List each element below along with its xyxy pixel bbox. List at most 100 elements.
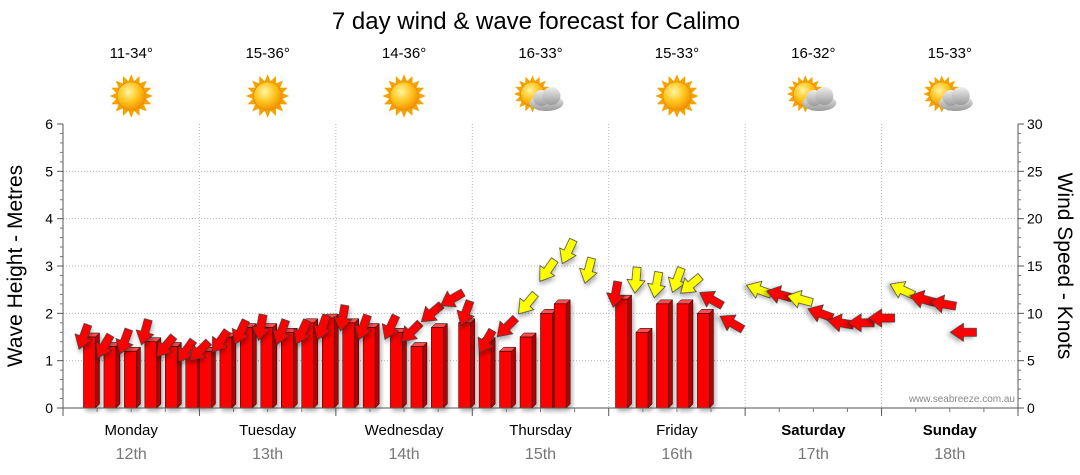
wind-arrow: [477, 327, 497, 354]
wind-arrow-shape: [74, 322, 93, 350]
wave-bar-side: [668, 299, 673, 409]
wind-arrow: [189, 338, 212, 361]
wind-arrow-shape: [456, 299, 475, 327]
wave-bar-front: [499, 350, 512, 409]
temp-label: 11-34°: [110, 45, 153, 62]
wave-bar: [498, 346, 517, 409]
wave-bar-side: [252, 322, 257, 409]
wind-arrow: [929, 294, 957, 314]
wave-bar: [260, 322, 278, 409]
temp-label: 16-33°: [518, 45, 562, 62]
wave-bar-front: [83, 336, 96, 409]
wave-bar-front: [615, 298, 628, 409]
wave-bar-side: [443, 322, 448, 409]
wave-bar-side: [688, 299, 694, 409]
wind-arrow-shape: [440, 288, 466, 308]
wind-arrow: [293, 318, 312, 345]
wave-bar-front: [519, 336, 533, 409]
wave-bar: [342, 318, 360, 409]
wind-arrow: [559, 237, 578, 265]
wind-arrow: [115, 327, 134, 355]
wind-arrow-shape: [539, 257, 559, 282]
wind-arrow: [496, 314, 519, 338]
wave-bar: [82, 332, 101, 409]
wave-bar: [519, 332, 537, 409]
day-name: Sunday: [923, 422, 978, 439]
wave-bar-side: [511, 346, 516, 409]
partly-cloudy-icon: [923, 75, 973, 113]
wave-bar-side: [333, 313, 339, 409]
day-date: 14th: [389, 446, 420, 463]
watermark: www.seabreeze.com.au: [908, 394, 1015, 405]
wave-bar-side: [136, 346, 141, 409]
wave-bar-front: [199, 350, 212, 409]
wind-series: [74, 237, 977, 363]
wind-arrow-shape: [354, 313, 373, 341]
day-date: 12th: [116, 446, 147, 463]
right-tick-label: 25: [1027, 163, 1043, 179]
sun-disc: [389, 81, 419, 111]
sun-icon: [655, 74, 699, 118]
sun-icon: [109, 74, 153, 118]
wind-arrow: [401, 319, 424, 342]
wind-arrow-shape: [272, 318, 291, 346]
cloud-puff: [951, 87, 970, 105]
wave-bar-front: [410, 346, 424, 409]
wind-arrow-shape: [518, 290, 539, 315]
wind-arrow: [156, 333, 178, 357]
right-tick-label: 0: [1027, 400, 1035, 416]
wave-bar: [696, 308, 714, 409]
wind-arrow: [456, 299, 475, 327]
wind-arrow-shape: [559, 237, 578, 265]
cloud-icon: [529, 87, 564, 111]
day-name: Friday: [656, 422, 698, 439]
wind-arrow-shape: [156, 333, 178, 357]
wind-arrow: [719, 314, 746, 334]
left-tick-label: 6: [45, 116, 53, 132]
temp-label: 15-33°: [928, 45, 972, 62]
axes: 0 1 2 3 4 5 6 0 5 10 15 20 25 30: [45, 116, 1043, 416]
wind-arrow: [354, 313, 373, 341]
right-tick-label: 10: [1027, 305, 1043, 321]
right-axis-label: Wind Speed - Knots: [1053, 173, 1076, 360]
wind-arrow: [313, 313, 332, 341]
wind-arrow: [231, 318, 250, 345]
wave-bar-side: [709, 308, 714, 409]
wave-bar: [553, 299, 571, 409]
day-date: 18th: [934, 446, 965, 463]
wave-bar: [280, 327, 298, 409]
wave-bar: [655, 299, 674, 409]
wind-arrow-shape: [680, 272, 704, 294]
wind-arrow-shape: [115, 327, 134, 355]
temperature-labels: 11-34° 15-36° 14-36° 16-33° 15-33° 16-32° 15-3…: [110, 45, 972, 62]
wave-bar-front: [124, 350, 137, 409]
left-tick-label: 1: [45, 353, 53, 369]
wave-bar-front: [656, 303, 669, 409]
wind-arrow: [786, 289, 814, 309]
wind-arrow: [95, 332, 115, 359]
wind-arrow-shape: [251, 313, 271, 341]
sun-icon: [382, 74, 426, 118]
cloud-icon: [938, 87, 973, 111]
wind-arrow-shape: [381, 313, 400, 340]
sun-disc: [662, 81, 692, 111]
wind-arrow: [847, 313, 875, 333]
right-tick-label: 5: [1027, 353, 1035, 369]
wind-arrow: [807, 304, 835, 323]
wave-bar-side: [490, 337, 496, 409]
wave-bar-side: [211, 346, 216, 409]
wave-bar-front: [458, 322, 471, 409]
wind-arrow-shape: [626, 266, 646, 294]
wind-arrow: [518, 290, 539, 315]
left-tick-label: 0: [45, 400, 53, 416]
day-name: Monday: [105, 422, 159, 439]
wave-bar-side: [374, 322, 380, 409]
right-tick-label: 15: [1027, 258, 1043, 274]
chart-title: 7 day wind & wave forecast for Calimo: [332, 8, 740, 35]
wave-bar-front: [144, 341, 158, 409]
left-axis-label: Wave Height - Metres: [4, 165, 27, 367]
sun-disc: [253, 81, 282, 111]
wind-arrow: [272, 318, 291, 346]
wind-arrow-shape: [496, 314, 519, 338]
wind-arrow: [699, 290, 725, 310]
